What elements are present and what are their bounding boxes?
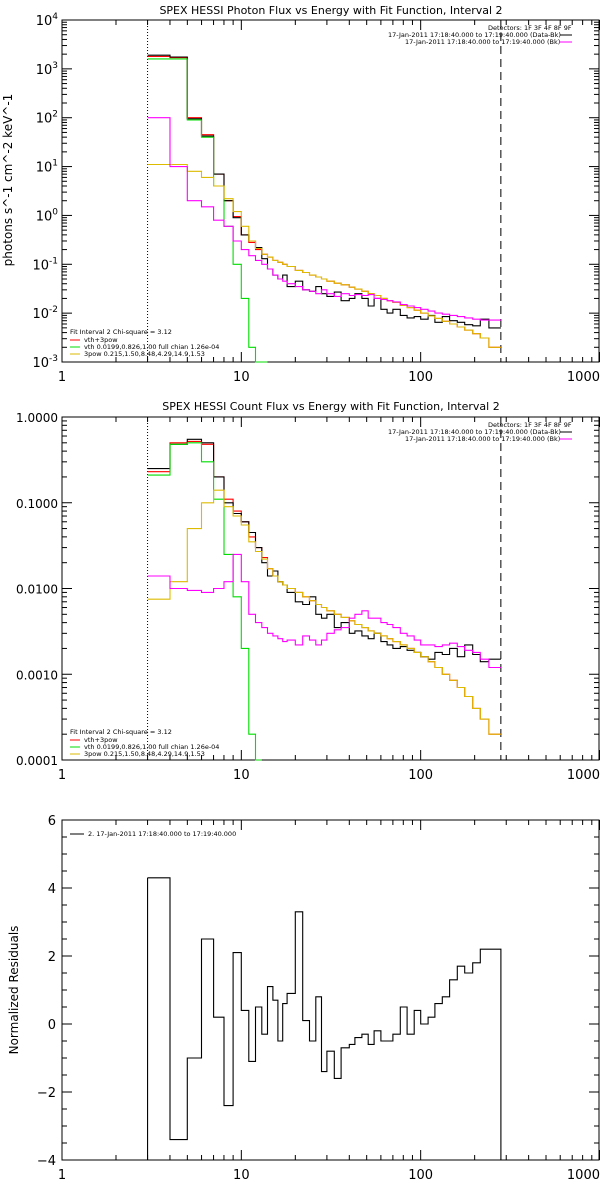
count-axes: 1 10 100 1000 0.0001 0.0010 0.0100 0.1000 1.0000 <box>16 411 600 783</box>
legend-interval-data-2: 17-Jan-2011 17:18:40.000 to 17:19:40.000… <box>388 428 561 436</box>
y-tick-label: 0 <box>48 1018 56 1033</box>
count-title: SPEX HESSI Count Flux vs Energy with Fit… <box>162 400 499 413</box>
resid-ylabel: Normalized Residuals <box>7 926 21 1055</box>
series-3pow <box>147 489 501 735</box>
y-tick-label: 0.0010 <box>16 668 58 682</box>
photon-flux-panel: SPEX HESSI Photon Flux vs Energy with Fi… <box>1 4 600 385</box>
y-tick-label: 6 <box>48 814 56 829</box>
y-tick-label: 0.0100 <box>16 583 58 597</box>
legend-fit-total: vth+3pow <box>84 336 118 344</box>
y-tick-label: 4 <box>48 882 56 897</box>
series-vth <box>147 58 268 363</box>
series-background <box>147 117 501 321</box>
y-tick-label: 0.0001 <box>16 754 58 768</box>
series-vth-3pow <box>147 55 501 348</box>
resid-series <box>147 877 502 1160</box>
y-tick-label: 1.0000 <box>16 411 58 425</box>
legend-fit-pow-2: 3pow 0.215,1.50,8.48,4.29,14.9,1.53 <box>84 750 205 758</box>
legend-fit-pow: 3pow 0.215,1.50,8.48,4.29,14.9,1.53 <box>84 350 205 358</box>
plot-frame <box>61 19 600 363</box>
resid-axes: 1 10 100 1000 −4 −2 0 2 4 6 <box>37 814 600 1183</box>
y-tick-label: 10-1 <box>32 256 58 273</box>
legend-fit-vth-2: vth 0.0199,0.826,1.00 full chian 1.26e-0… <box>84 743 219 751</box>
y-tick-label: 10-3 <box>32 354 58 371</box>
y-tick-label: −2 <box>37 1086 56 1101</box>
series-background <box>147 553 501 669</box>
x-tick-label: 1000 <box>567 1168 600 1183</box>
resid-legend: 2. 17-Jan-2011 17:18:40.000 to 17:19:40.… <box>70 830 236 838</box>
resid-legend-label: 2. 17-Jan-2011 17:18:40.000 to 17:19:40.… <box>88 830 236 838</box>
series-data <box>147 54 501 329</box>
photon-ylabel: photons s^-1 cm^-2 keV^-1 <box>1 94 15 267</box>
count-series <box>147 417 502 761</box>
x-tick-label: 10 <box>233 370 250 385</box>
legend-detectors-2: Detectors: 1F 3F 4F 8F 9F <box>488 421 572 429</box>
plot-frame <box>61 819 600 1161</box>
photon-axes: 1 10 100 1000 10-3 10-2 10-1 100 101 102 103 104 <box>32 12 600 385</box>
legend-fit-header-2: Fit Interval 2 Chi-square = 3.12 <box>70 728 172 736</box>
legend-interval-bk: 17-Jan-2011 17:18:40.000 to 17:19:40.000… <box>405 38 560 46</box>
x-tick-label: 1 <box>58 370 66 385</box>
series-3pow <box>147 163 501 348</box>
y-tick-label: 100 <box>36 207 59 224</box>
series-vth <box>147 442 262 761</box>
x-tick-label: 10 <box>233 768 250 783</box>
photon-series <box>147 20 502 363</box>
x-tick-label: 1000 <box>567 768 600 783</box>
count-legend-top: Detectors: 1F 3F 4F 8F 9F 17-Jan-2011 17… <box>388 421 572 443</box>
x-tick-label: 1 <box>58 1168 66 1183</box>
y-tick-label: 102 <box>36 110 58 127</box>
x-tick-label: 100 <box>408 1168 433 1183</box>
legend-interval-data: 17-Jan-2011 17:18:40.000 to 17:19:40.000… <box>388 31 561 39</box>
photon-title: SPEX HESSI Photon Flux vs Energy with Fi… <box>159 4 502 17</box>
legend-fit-vth: vth 0.0199,0.826,1.00 full chian 1.26e-0… <box>84 343 219 351</box>
legend-interval-bk-2: 17-Jan-2011 17:18:40.000 to 17:19:40.000… <box>405 435 560 443</box>
count-legend-bottom: Fit Interval 2 Chi-square = 3.12 vth+3po… <box>70 728 219 758</box>
photon-legend-top: Detectors: 1F 3F 4F 8F 9F 17-Jan-2011 17… <box>388 24 572 46</box>
y-tick-label: 0.1000 <box>16 497 58 511</box>
x-tick-label: 10 <box>233 1168 250 1183</box>
y-tick-label: 103 <box>36 61 58 78</box>
legend-fit-total-2: vth+3pow <box>84 736 118 744</box>
x-tick-label: 1000 <box>567 370 600 385</box>
legend-detectors: Detectors: 1F 3F 4F 8F 9F <box>488 24 572 32</box>
y-tick-label: 2 <box>48 950 56 965</box>
y-tick-label: 101 <box>36 159 58 176</box>
x-tick-label: 100 <box>408 370 433 385</box>
x-tick-label: 100 <box>408 768 433 783</box>
y-tick-label: −4 <box>37 1154 56 1169</box>
series-data <box>147 438 501 663</box>
legend-fit-header: Fit Interval 2 Chi-square = 3.12 <box>70 328 172 336</box>
series-vth-3pow <box>147 440 501 735</box>
plot-frame <box>61 416 600 761</box>
count-flux-panel: SPEX HESSI Count Flux vs Energy with Fit… <box>16 400 600 783</box>
residuals-panel: Normalized Residuals 1 10 100 1000−4−20246 … <box>7 814 600 1183</box>
y-tick-label: 10-2 <box>32 305 58 322</box>
series-residuals <box>147 877 502 1160</box>
y-tick-label: 104 <box>36 12 59 29</box>
photon-legend-bottom: Fit Interval 2 Chi-square = 3.12 vth+3po… <box>70 328 219 358</box>
x-tick-label: 1 <box>58 768 66 783</box>
